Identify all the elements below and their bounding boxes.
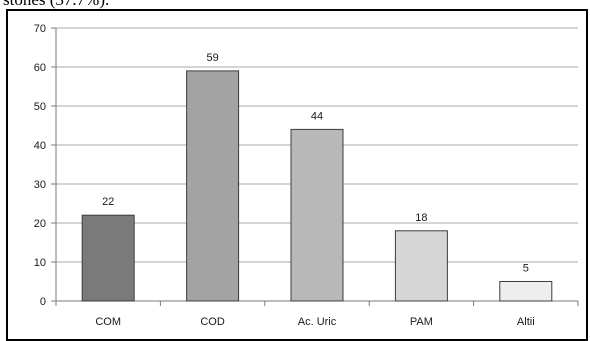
- y-tick-label: 20: [34, 218, 46, 230]
- bars: [81, 70, 553, 302]
- y-tick-label: 50: [34, 101, 46, 113]
- data-label: 18: [415, 212, 427, 224]
- chart-frame: 0 10 20 30 40 50 60 70 22 COM 59 COD 44 Ac. Uric 18 PAM…: [6, 9, 588, 341]
- bar-cod: [186, 70, 240, 302]
- x-category-label: COD: [200, 316, 225, 328]
- y-tick-label: 30: [34, 179, 46, 191]
- y-tick-label: 0: [40, 296, 46, 308]
- bar-ac-uric: [290, 128, 344, 302]
- y-tick-label: 10: [34, 257, 46, 269]
- bar-altii: [499, 281, 553, 302]
- labels: 0 10 20 30 40 50 60 70 22 COM 59 COD 44 Ac. Uric 18 PAM…: [34, 23, 535, 328]
- x-category-label: Altii: [517, 316, 535, 328]
- caption-text-fragment: stones (37.7%).: [3, 0, 109, 8]
- bar-com: [81, 214, 135, 302]
- x-category-label: Ac. Uric: [298, 316, 337, 328]
- x-category-label: PAM: [410, 316, 433, 328]
- y-tick-label: 70: [34, 23, 46, 35]
- data-label: 59: [206, 52, 218, 64]
- data-label: 44: [311, 110, 323, 122]
- y-tick-label: 40: [34, 140, 46, 152]
- y-tick-label: 60: [34, 62, 46, 74]
- bar-pam: [394, 230, 448, 302]
- x-category-label: COM: [95, 316, 121, 328]
- data-label: 22: [102, 196, 114, 208]
- bar-chart: 0 10 20 30 40 50 60 70 22 COM 59 COD 44 Ac. Uric 18 PAM…: [34, 23, 579, 328]
- data-label: 5: [523, 263, 529, 275]
